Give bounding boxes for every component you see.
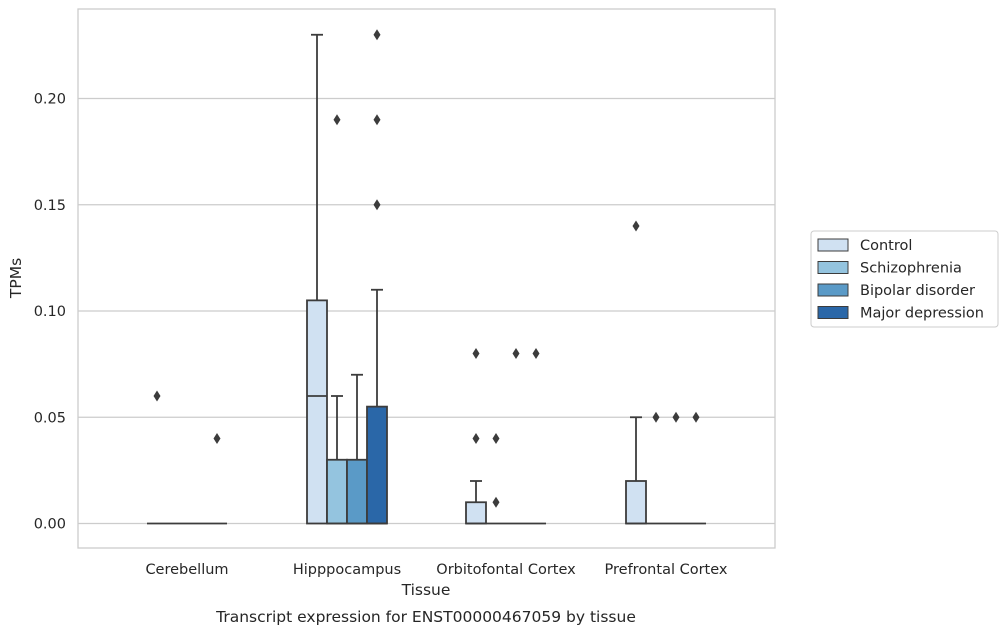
x-axis-ticks: Cerebellum Hipppocampus Orbitofontal Corte…: [145, 562, 727, 578]
outlier-point: [472, 433, 480, 444]
outlier-point: [373, 199, 381, 211]
legend-swatch: [817, 261, 849, 274]
outlier-point: [512, 348, 520, 359]
outlier-point: [632, 220, 640, 232]
box-2-1: [346, 458, 368, 525]
x-tick-label: Hipppocampus: [293, 562, 401, 578]
box-1-1: [326, 458, 348, 525]
box-0-2: [465, 501, 487, 525]
legend-label: Schizophrenia: [860, 261, 962, 277]
y-axis-title: TPMs: [7, 258, 25, 299]
x-tick-label: Orbitofontal Cortex: [436, 562, 576, 578]
x-tick-label: Prefrontal Cortex: [605, 562, 728, 578]
outlier-point: [213, 433, 221, 444]
y-axis-ticks: 0.00 0.05 0.10 0.15 0.20: [34, 92, 66, 533]
legend-label: Bipolar disorder: [860, 283, 975, 299]
outlier-point: [492, 433, 500, 444]
outlier-point: [532, 348, 540, 359]
box-0-1: [306, 299, 328, 525]
outlier-point: [333, 114, 341, 126]
outlier-point: [492, 496, 500, 508]
plot-frame: [77, 8, 776, 549]
outlier-point: [672, 411, 680, 423]
legend-frame: [810, 230, 999, 328]
legend-swatch: [817, 238, 849, 252]
y-tick-label: 0.10: [34, 304, 66, 320]
y-tick-label: 0.00: [34, 517, 66, 533]
outlier-point: [373, 29, 381, 41]
outlier-point: [153, 390, 161, 402]
legend-swatch: [817, 283, 849, 297]
legend-swatch: [817, 306, 849, 319]
box-3-1: [366, 405, 388, 525]
y-tick-label: 0.15: [34, 198, 66, 214]
legend-label: Major depression: [860, 306, 984, 322]
legend-label: Control: [860, 238, 912, 254]
box-0-3: [625, 480, 647, 525]
legend: Control Schizophrenia Bipolar disorder Majo…: [810, 230, 999, 328]
x-tick-label: Cerebellum: [145, 562, 228, 578]
outlier-point: [692, 411, 700, 423]
outlier-point: [373, 114, 381, 126]
outlier-point: [472, 348, 480, 359]
chart-caption: Transcript expression for ENST0000046705…: [215, 608, 636, 626]
x-axis-title: Tissue: [401, 581, 451, 599]
plot-marks: [147, 29, 706, 525]
y-tick-label: 0.05: [34, 410, 66, 426]
outlier-point: [652, 411, 660, 423]
y-tick-label: 0.20: [34, 92, 66, 108]
